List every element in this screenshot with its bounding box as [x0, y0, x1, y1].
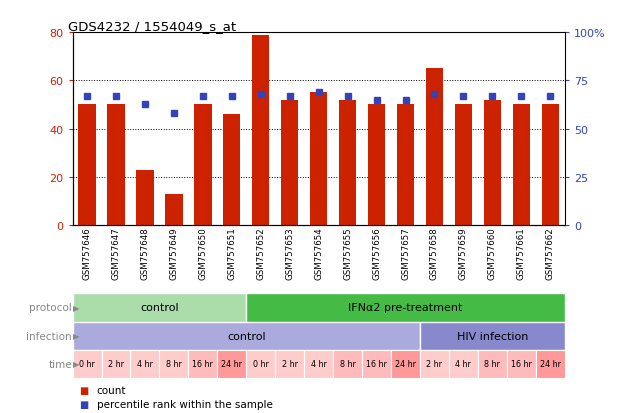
Text: 0 hr: 0 hr [253, 359, 269, 368]
Bar [304, 350, 333, 378]
Bar [455, 105, 472, 225]
Title: GDS4232 / 1554049_s_at: GDS4232 / 1554049_s_at [68, 20, 236, 33]
Bar [131, 350, 160, 378]
Bar [507, 350, 536, 378]
Text: 16 hr: 16 hr [511, 359, 532, 368]
Bar [512, 105, 530, 225]
Bar [217, 350, 246, 378]
Text: ▶: ▶ [73, 331, 79, 340]
Bar [246, 350, 275, 378]
Text: IFNα2 pre-treatment: IFNα2 pre-treatment [348, 303, 463, 313]
Text: time: time [49, 359, 72, 369]
Text: 0 hr: 0 hr [79, 359, 95, 368]
Text: control: control [227, 331, 266, 341]
Text: protocol: protocol [29, 303, 72, 313]
Bar [275, 350, 304, 378]
Bar [536, 350, 565, 378]
Bar [368, 105, 386, 225]
Text: control: control [140, 303, 179, 313]
Bar [252, 36, 269, 225]
Bar [339, 100, 357, 225]
Bar [426, 69, 443, 225]
Bar [281, 100, 298, 225]
Text: ■: ■ [79, 385, 88, 395]
Bar [107, 105, 125, 225]
Text: 24 hr: 24 hr [540, 359, 561, 368]
Bar [478, 350, 507, 378]
Text: 4 hr: 4 hr [310, 359, 327, 368]
Bar [165, 194, 182, 225]
Text: infection: infection [27, 331, 72, 341]
Bar [73, 294, 246, 322]
Text: 2 hr: 2 hr [108, 359, 124, 368]
Bar [246, 294, 565, 322]
Bar [310, 93, 327, 225]
Bar [136, 170, 153, 225]
Text: 8 hr: 8 hr [166, 359, 182, 368]
Bar [541, 105, 559, 225]
Text: ▶: ▶ [73, 359, 79, 368]
Bar [420, 350, 449, 378]
Bar [73, 322, 420, 350]
Text: 2 hr: 2 hr [281, 359, 298, 368]
Bar [102, 350, 131, 378]
Bar [397, 105, 414, 225]
Text: 16 hr: 16 hr [366, 359, 387, 368]
Bar [189, 350, 217, 378]
Bar [449, 350, 478, 378]
Bar [160, 350, 189, 378]
Bar [484, 100, 501, 225]
Bar [333, 350, 362, 378]
Text: HIV infection: HIV infection [457, 331, 528, 341]
Bar [78, 105, 96, 225]
Bar [420, 322, 565, 350]
Text: 24 hr: 24 hr [395, 359, 416, 368]
Bar [391, 350, 420, 378]
Text: 4 hr: 4 hr [137, 359, 153, 368]
Text: count: count [97, 385, 126, 395]
Text: 4 hr: 4 hr [456, 359, 471, 368]
Text: 2 hr: 2 hr [427, 359, 442, 368]
Bar [362, 350, 391, 378]
Text: 8 hr: 8 hr [485, 359, 500, 368]
Text: 24 hr: 24 hr [221, 359, 242, 368]
Text: ■: ■ [79, 399, 88, 409]
Text: ▶: ▶ [73, 303, 79, 312]
Text: 16 hr: 16 hr [192, 359, 213, 368]
Bar [73, 350, 102, 378]
Text: percentile rank within the sample: percentile rank within the sample [97, 399, 273, 409]
Bar [194, 105, 211, 225]
Text: 8 hr: 8 hr [339, 359, 355, 368]
Bar [223, 115, 240, 225]
